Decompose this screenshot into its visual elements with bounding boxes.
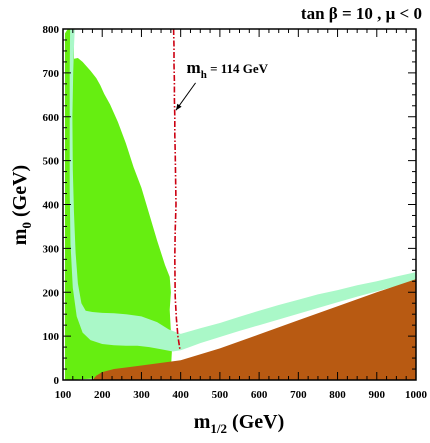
- higgs-label-main: m: [187, 58, 201, 77]
- x-axis-label-main: m: [194, 411, 211, 433]
- y-axis-label-unit: (GeV): [9, 165, 31, 222]
- x-tick-label: 900: [369, 389, 386, 401]
- x-tick-label: 600: [251, 389, 268, 401]
- higgs-label-rest: = 114 GeV: [207, 61, 269, 76]
- x-axis-label-unit: (GeV): [227, 411, 284, 433]
- y-tick-label: 400: [43, 200, 60, 212]
- x-tick-label: 800: [329, 389, 346, 401]
- y-tick-label: 800: [43, 24, 60, 36]
- light-band-1: [69, 29, 416, 352]
- x-tick-label: 400: [172, 389, 189, 401]
- x-tick-label: 500: [212, 389, 229, 401]
- brown-region: [92, 279, 416, 380]
- y-tick-label: 200: [43, 287, 60, 299]
- ticks-layer: 100 200 300 400 500 600 700 800 900 1000 0 100 200 30…: [43, 24, 428, 401]
- x-tick-label: 200: [94, 389, 111, 401]
- x-tick-label: 1000: [405, 389, 428, 401]
- y-tick-label: 600: [43, 112, 60, 124]
- green-region: [65, 29, 172, 380]
- higgs-limit-line: [172, 29, 181, 350]
- higgs-label-sub: h: [201, 69, 207, 81]
- x-tick-label: 300: [133, 389, 150, 401]
- y-axis-label: m0 (GeV): [9, 165, 34, 245]
- arrow-head-icon: [176, 103, 182, 111]
- y-axis-label-sub: 0: [19, 222, 34, 229]
- x-tick-label: 700: [290, 389, 307, 401]
- x-axis-label: m1/2 (GeV): [194, 411, 285, 436]
- higgs-label: mh = 114 GeV: [187, 58, 269, 81]
- annotations-layer: mh = 114 GeV: [175, 58, 269, 111]
- y-tick-label: 0: [54, 375, 60, 387]
- y-tick-label: 500: [43, 156, 60, 168]
- y-tick-label: 100: [43, 331, 60, 343]
- y-axis-label-main: m: [9, 228, 31, 245]
- regions-layer: [65, 29, 416, 380]
- y-tick-label: 300: [43, 243, 60, 255]
- y-tick-label: 700: [43, 68, 60, 80]
- x-tick-label: 100: [55, 389, 72, 401]
- x-axis-label-sub: 1/2: [210, 421, 227, 436]
- lines-layer: [172, 29, 181, 350]
- chart-title: tan β = 10 , μ < 0: [301, 4, 422, 23]
